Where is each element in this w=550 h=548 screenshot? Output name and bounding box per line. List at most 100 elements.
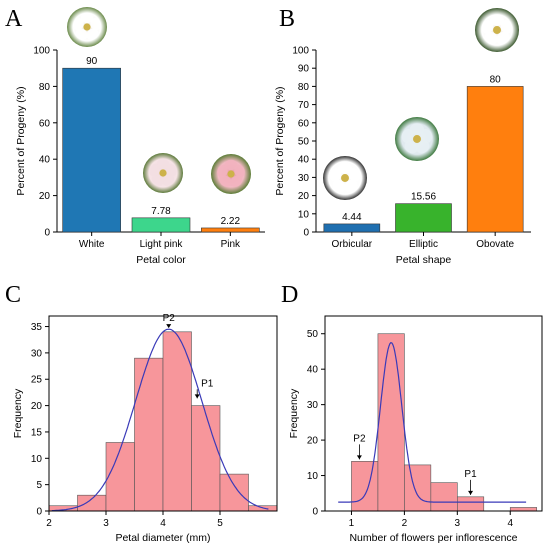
bar-elliptic (395, 203, 452, 233)
panel-b-chart: 0 10 20 30 40 50 60 70 80 90 100 4.44 Orbicular 15.56… (274, 8, 531, 266)
annotation-arrowhead (468, 490, 474, 495)
white-flower-center (83, 23, 91, 31)
elliptic-flower (395, 117, 439, 161)
y-tick-label: 100 (33, 46, 50, 57)
data-label: 80 (490, 74, 502, 85)
light-pink-flower (143, 153, 183, 193)
y-tick-label: 90 (298, 64, 310, 75)
x-tick-label: 2 (46, 518, 52, 529)
data-label: 4.44 (342, 212, 362, 223)
fit-curve (338, 342, 527, 503)
annotation-p1: P1 (201, 378, 214, 389)
histogram-bar (219, 473, 249, 512)
panel-letter-d: D (281, 282, 298, 308)
x-tick-label: Obovate (476, 239, 514, 250)
plot-frame (324, 315, 543, 512)
histogram-bar (430, 482, 458, 512)
x-axis-label: Petal color (136, 254, 186, 266)
orbicular-flower-petal (332, 179, 346, 193)
data-label: 15.56 (411, 192, 436, 203)
panel-a-chart: 0 20 40 60 80 100 90 White 7.78 Light pink 2.22 Pin… (15, 7, 265, 266)
annotation-p2: P2 (163, 313, 176, 324)
histogram-bar (351, 461, 379, 512)
pink-flower-petal (234, 164, 245, 178)
histogram-bar (105, 442, 135, 512)
data-label: 7.78 (151, 206, 171, 217)
x-tick-label: Orbicular (332, 239, 373, 250)
y-tick-label: 0 (36, 507, 42, 518)
y-tick-label: 100 (292, 46, 309, 57)
histogram-bar (162, 331, 192, 512)
pink-flower-center (227, 170, 235, 178)
panel-letter-a: A (5, 6, 23, 32)
white-flower-petal (90, 17, 101, 31)
annotation-arrowhead (194, 394, 200, 399)
x-axis-label: Petal diameter (mm) (115, 532, 210, 544)
white-flower-petal (86, 28, 99, 40)
y-tick-label: 10 (307, 471, 319, 482)
pink-flower-petal (219, 175, 232, 187)
obovate-flower-petal (500, 20, 513, 34)
y-axis-label: Frequency (12, 388, 24, 438)
x-axis-label: Number of flowers per inflorescence (349, 532, 517, 544)
light-pink-flower-petal (156, 158, 170, 170)
white-flower-petal (73, 17, 84, 31)
x-tick-label: 1 (349, 518, 355, 529)
bar-pink (201, 227, 260, 233)
histogram-bar (191, 405, 221, 512)
white-flower-petal (80, 12, 94, 24)
bar-light-pink (131, 217, 191, 233)
orbicular-flower (323, 156, 367, 200)
y-tick-label: 20 (39, 191, 51, 202)
orbicular-flower-petal (337, 162, 353, 174)
pink-flower-petal (224, 159, 238, 171)
histogram-bar (134, 357, 164, 512)
light-pink-flower-petal (162, 174, 175, 186)
obovate-flower-petal (496, 31, 510, 45)
y-axis-label: Percent of Progeny (%) (274, 86, 286, 195)
annotation-p2: P2 (353, 433, 366, 444)
y-tick-label: 60 (39, 118, 51, 129)
x-tick-label: 2 (402, 518, 408, 529)
histogram-bar (457, 496, 485, 512)
y-tick-label: 25 (31, 375, 43, 386)
y-tick-label: 80 (298, 82, 310, 93)
panel-c-chart: 0 5 10 15 20 25 30 35 2 3 4 5 Petal diameter (mm) Fre… (12, 313, 278, 544)
y-axis-label: Frequency (288, 388, 300, 438)
y-tick-label: 0 (303, 228, 309, 239)
annotation-arrowhead (166, 324, 172, 329)
y-tick-label: 35 (31, 322, 43, 333)
bar-orbicular (323, 223, 381, 233)
y-tick-label: 20 (298, 191, 310, 202)
pink-flower-petal (230, 175, 243, 187)
y-axis-label: Percent of Progeny (%) (15, 86, 27, 195)
light-pink-flower-petal (149, 163, 160, 177)
histogram-bar (377, 333, 405, 512)
y-tick-label: 10 (31, 454, 43, 465)
x-tick-label: 3 (455, 518, 461, 529)
y-tick-label: 30 (31, 348, 43, 359)
panel-d-chart: 0 10 20 30 40 50 1 2 3 4 Number of flowers per inf… (288, 315, 543, 544)
y-tick-label: 80 (39, 82, 51, 93)
histogram-bar (77, 494, 107, 512)
bar-white (62, 67, 121, 233)
elliptic-flower-petal (404, 140, 418, 154)
y-tick-label: 0 (44, 228, 50, 239)
y-tick-label: 15 (31, 427, 43, 438)
x-tick-label: 3 (103, 518, 109, 529)
data-label: 2.22 (221, 216, 241, 227)
white-flower-petal (75, 28, 88, 40)
orbicular-flower-petal (344, 179, 358, 193)
elliptic-flower-petal (416, 140, 430, 154)
obovate-flower (475, 8, 519, 52)
orbicular-flower-petal (329, 168, 342, 182)
y-tick-label: 70 (298, 100, 310, 111)
pink-flower-petal (217, 164, 228, 178)
x-tick-label: Pink (221, 239, 241, 250)
y-tick-label: 20 (31, 401, 43, 412)
elliptic-flower-petal (401, 129, 414, 143)
fit-curve (51, 328, 269, 512)
obovate-flower-petal (481, 20, 494, 34)
x-tick-label: 5 (217, 518, 223, 529)
